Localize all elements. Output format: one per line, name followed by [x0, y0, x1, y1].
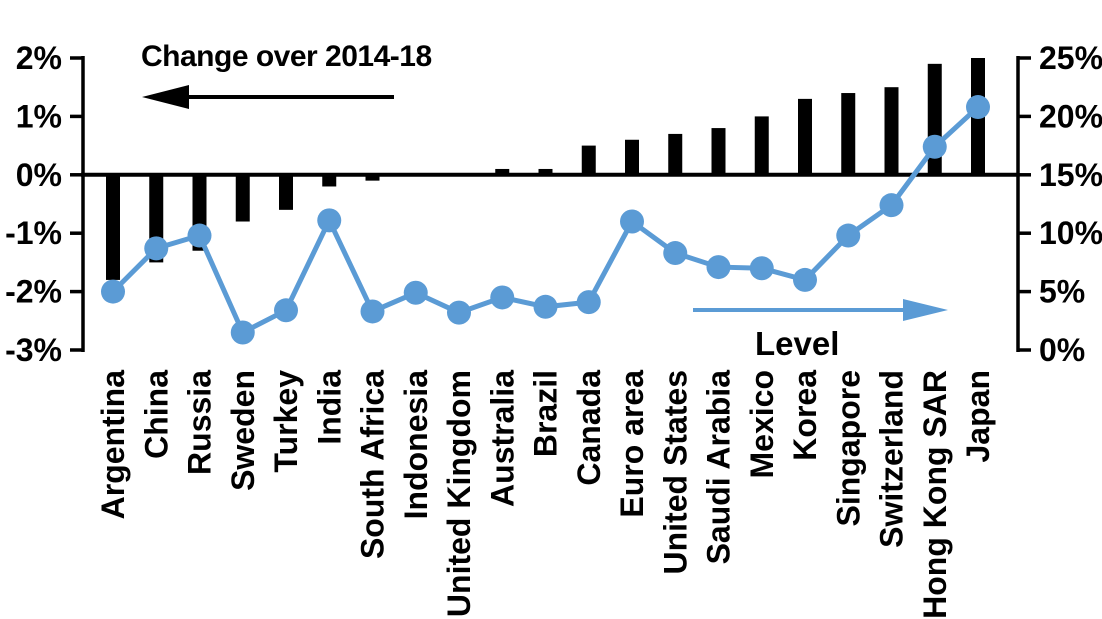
marker-switzerland — [879, 193, 904, 218]
marker-united-states — [663, 241, 688, 266]
bar-korea — [798, 98, 812, 175]
marker-japan — [966, 95, 990, 120]
marker-mexico — [749, 256, 774, 281]
x-axis-label-canada: Canada — [571, 370, 607, 486]
bar-series-label: Change over 2014-18 — [141, 40, 432, 73]
x-axis-label-australia: Australia — [484, 370, 520, 507]
marker-turkey — [274, 298, 298, 323]
bar-south-africa — [365, 174, 380, 181]
marker-brazil — [533, 294, 558, 319]
right-axis-tick-label: 10% — [1039, 215, 1102, 251]
bar-mexico — [754, 116, 769, 175]
marker-korea — [793, 267, 817, 292]
marker-india — [317, 208, 342, 233]
bar-brazil — [538, 168, 553, 175]
x-axis-label-mexico: Mexico — [744, 370, 780, 478]
x-axis-label-turkey: Turkey — [268, 370, 304, 473]
x-axis-label-india: India — [311, 370, 347, 445]
x-axis-label-south-africa: South Africa — [355, 370, 391, 559]
left-axis-tick-label: -3% — [5, 332, 62, 368]
x-axis-label-hong-kong-sar: Hong Kong SAR — [917, 370, 953, 619]
marker-indonesia — [403, 280, 428, 305]
x-axis-label-indonesia: Indonesia — [398, 370, 434, 520]
x-axis-label-sweden: Sweden — [225, 370, 261, 491]
bar-united-states — [668, 133, 683, 175]
x-axis-label-brazil: Brazil — [528, 370, 564, 457]
x-axis-label-united-states: United States — [657, 370, 693, 574]
bar-india — [322, 174, 337, 187]
change-arrow-head-icon — [142, 85, 189, 109]
left-axis-tick-label: 1% — [16, 98, 62, 134]
x-axis-label-russia: Russia — [182, 370, 218, 475]
left-axis-tick-label: 2% — [16, 40, 62, 76]
x-axis-label-euro-area: Euro area — [614, 370, 650, 518]
marker-saudi-arabia — [706, 255, 731, 280]
bar-sweden — [235, 174, 250, 222]
bar-euro-area — [625, 139, 639, 175]
bar-australia — [495, 168, 510, 175]
marker-hong-kong-sar — [922, 134, 947, 159]
marker-south-africa — [360, 299, 385, 324]
x-axis-label-saudi-arabia: Saudi Arabia — [701, 370, 737, 565]
right-axis-tick-label: 5% — [1039, 274, 1085, 310]
x-axis-label-united-kingdom: United Kingdom — [441, 370, 477, 617]
left-axis-tick-label: -2% — [5, 274, 62, 310]
marker-argentina — [101, 279, 125, 304]
bar-switzerland — [884, 87, 899, 175]
marker-singapore — [836, 223, 861, 248]
x-axis-label-china: China — [138, 370, 174, 459]
right-axis-tick-label: 15% — [1039, 157, 1102, 193]
right-axis-tick-label: 25% — [1039, 40, 1102, 76]
marker-canada — [576, 290, 601, 315]
bar-singapore — [841, 93, 856, 175]
x-axis-label-argentina: Argentina — [95, 370, 131, 520]
bar-saudi-arabia — [711, 128, 726, 175]
marker-sweden — [230, 320, 255, 345]
x-axis-label-switzerland: Switzerland — [874, 370, 910, 548]
bar-argentina — [106, 174, 120, 280]
x-axis-label-korea: Korea — [787, 370, 823, 461]
left-axis-tick-label: -1% — [5, 215, 62, 251]
marker-china — [144, 236, 169, 261]
level-arrow-head-icon — [903, 299, 948, 321]
marker-australia — [490, 285, 515, 310]
marker-russia — [187, 223, 212, 248]
right-axis-tick-label: 0% — [1039, 332, 1085, 368]
marker-euro-area — [620, 209, 644, 234]
marker-united-kingdom — [447, 300, 471, 325]
x-axis-label-singapore: Singapore — [830, 370, 866, 526]
line-series-label: Level — [755, 325, 840, 362]
left-axis-tick-label: 0% — [16, 157, 62, 193]
x-axis-label-japan: Japan — [960, 370, 996, 462]
bar-turkey — [279, 174, 293, 210]
right-axis-tick-label: 20% — [1039, 98, 1102, 134]
bar-canada — [581, 145, 596, 175]
